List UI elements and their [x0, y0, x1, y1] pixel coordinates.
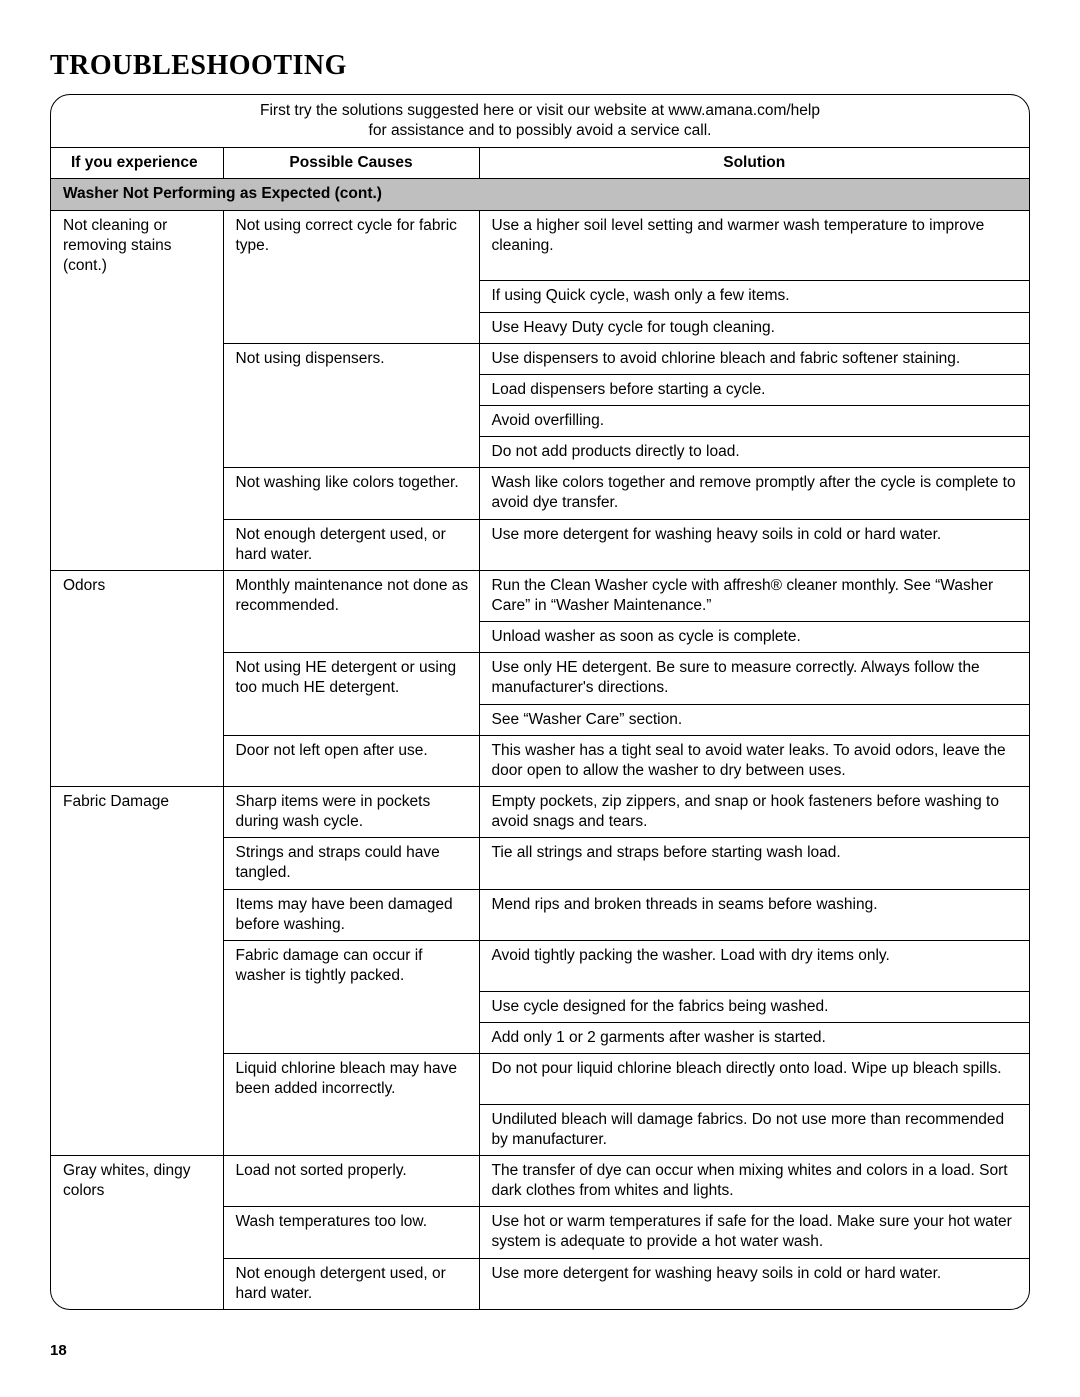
table-row: Wash temperatures too low. Use hot or wa…	[51, 1207, 1029, 1258]
cause-cell: Not washing like colors together.	[223, 468, 479, 519]
problem-cell: Not cleaning or removing stains (cont.)	[51, 210, 223, 281]
table-row: Use Heavy Duty cycle for tough cleaning.	[51, 312, 1029, 343]
troubleshooting-table: First try the solutions suggested here o…	[51, 95, 1029, 1309]
table-row: Unload washer as soon as cycle is comple…	[51, 622, 1029, 653]
table-row: Not cleaning or removing stains (cont.) …	[51, 210, 1029, 281]
cause-cell: Monthly maintenance not done as recommen…	[223, 570, 479, 621]
cause-cell: Not using HE detergent or using too much…	[223, 653, 479, 704]
solution-cell: Use Heavy Duty cycle for tough cleaning.	[479, 312, 1029, 343]
table-row: Not washing like colors together. Wash l…	[51, 468, 1029, 519]
cause-cell: Not using correct cycle for fabric type.	[223, 210, 479, 281]
table-row: Do not add products directly to load.	[51, 437, 1029, 468]
cause-cell: Sharp items were in pockets during wash …	[223, 787, 479, 838]
page-number: 18	[50, 1342, 67, 1359]
solution-cell: If using Quick cycle, wash only a few it…	[479, 281, 1029, 312]
solution-cell: This washer has a tight seal to avoid wa…	[479, 735, 1029, 786]
problem-cell: Fabric Damage	[51, 787, 223, 838]
intro-line-2: for assistance and to possibly avoid a s…	[369, 122, 712, 139]
table-row: Not using dispensers. Use dispensers to …	[51, 343, 1029, 374]
section-heading: Washer Not Performing as Expected (cont.…	[51, 179, 1029, 210]
solution-cell: Empty pockets, zip zippers, and snap or …	[479, 787, 1029, 838]
cause-cell: Items may have been damaged before washi…	[223, 889, 479, 940]
solution-cell: Avoid overfilling.	[479, 406, 1029, 437]
intro-row: First try the solutions suggested here o…	[51, 95, 1029, 148]
cause-cell: Liquid chlorine bleach may have been add…	[223, 1053, 479, 1104]
solution-cell: See “Washer Care” section.	[479, 704, 1029, 735]
table-row: Fabric Damage Sharp items were in pocket…	[51, 787, 1029, 838]
header-causes: Possible Causes	[223, 148, 479, 179]
cause-cell: Not enough detergent used, or hard water…	[223, 519, 479, 570]
table-row: Not enough detergent used, or hard water…	[51, 1258, 1029, 1309]
table-row: Fabric damage can occur if washer is tig…	[51, 940, 1029, 991]
intro-line-1: First try the solutions suggested here o…	[260, 102, 820, 119]
table-row: Gray whites, dingy colors Load not sorte…	[51, 1155, 1029, 1206]
table-row: Strings and straps could have tangled. T…	[51, 838, 1029, 889]
table-row: If using Quick cycle, wash only a few it…	[51, 281, 1029, 312]
solution-cell: Do not add products directly to load.	[479, 437, 1029, 468]
problem-cell: Gray whites, dingy colors	[51, 1155, 223, 1206]
section-row: Washer Not Performing as Expected (cont.…	[51, 179, 1029, 210]
solution-cell: Avoid tightly packing the washer. Load w…	[479, 940, 1029, 991]
header-solution: Solution	[479, 148, 1029, 179]
solution-cell: Load dispensers before starting a cycle.	[479, 374, 1029, 405]
table-row: Liquid chlorine bleach may have been add…	[51, 1053, 1029, 1104]
solution-cell: Undiluted bleach will damage fabrics. Do…	[479, 1104, 1029, 1155]
table-row: Add only 1 or 2 garments after washer is…	[51, 1022, 1029, 1053]
solution-cell: Unload washer as soon as cycle is comple…	[479, 622, 1029, 653]
cause-cell: Not enough detergent used, or hard water…	[223, 1258, 479, 1309]
troubleshooting-box: First try the solutions suggested here o…	[50, 94, 1030, 1310]
header-row: If you experience Possible Causes Soluti…	[51, 148, 1029, 179]
header-experience: If you experience	[51, 148, 223, 179]
page-title: TROUBLESHOOTING	[50, 50, 1030, 82]
table-row: Door not left open after use. This washe…	[51, 735, 1029, 786]
solution-cell: Tie all strings and straps before starti…	[479, 838, 1029, 889]
solution-cell: Mend rips and broken threads in seams be…	[479, 889, 1029, 940]
solution-cell: Run the Clean Washer cycle with affresh®…	[479, 570, 1029, 621]
table-row: Items may have been damaged before washi…	[51, 889, 1029, 940]
solution-cell: Use more detergent for washing heavy soi…	[479, 519, 1029, 570]
cause-cell: Not using dispensers.	[223, 343, 479, 374]
table-row: See “Washer Care” section.	[51, 704, 1029, 735]
cause-cell: Door not left open after use.	[223, 735, 479, 786]
solution-cell: Use more detergent for washing heavy soi…	[479, 1258, 1029, 1309]
solution-cell: Use only HE detergent. Be sure to measur…	[479, 653, 1029, 704]
cause-cell: Strings and straps could have tangled.	[223, 838, 479, 889]
solution-cell: Use cycle designed for the fabrics being…	[479, 991, 1029, 1022]
table-row: Not using HE detergent or using too much…	[51, 653, 1029, 704]
table-row: Not enough detergent used, or hard water…	[51, 519, 1029, 570]
cause-cell: Fabric damage can occur if washer is tig…	[223, 940, 479, 991]
cause-cell: Wash temperatures too low.	[223, 1207, 479, 1258]
solution-cell: The transfer of dye can occur when mixin…	[479, 1155, 1029, 1206]
cause-cell: Load not sorted properly.	[223, 1155, 479, 1206]
table-row: Avoid overfilling.	[51, 406, 1029, 437]
table-row: Use cycle designed for the fabrics being…	[51, 991, 1029, 1022]
solution-cell: Add only 1 or 2 garments after washer is…	[479, 1022, 1029, 1053]
table-row: Undiluted bleach will damage fabrics. Do…	[51, 1104, 1029, 1155]
solution-cell: Use a higher soil level setting and warm…	[479, 210, 1029, 281]
table-row: Odors Monthly maintenance not done as re…	[51, 570, 1029, 621]
solution-cell: Do not pour liquid chlorine bleach direc…	[479, 1053, 1029, 1104]
solution-cell: Wash like colors together and remove pro…	[479, 468, 1029, 519]
problem-cell: Odors	[51, 570, 223, 621]
table-row: Load dispensers before starting a cycle.	[51, 374, 1029, 405]
solution-cell: Use dispensers to avoid chlorine bleach …	[479, 343, 1029, 374]
solution-cell: Use hot or warm temperatures if safe for…	[479, 1207, 1029, 1258]
